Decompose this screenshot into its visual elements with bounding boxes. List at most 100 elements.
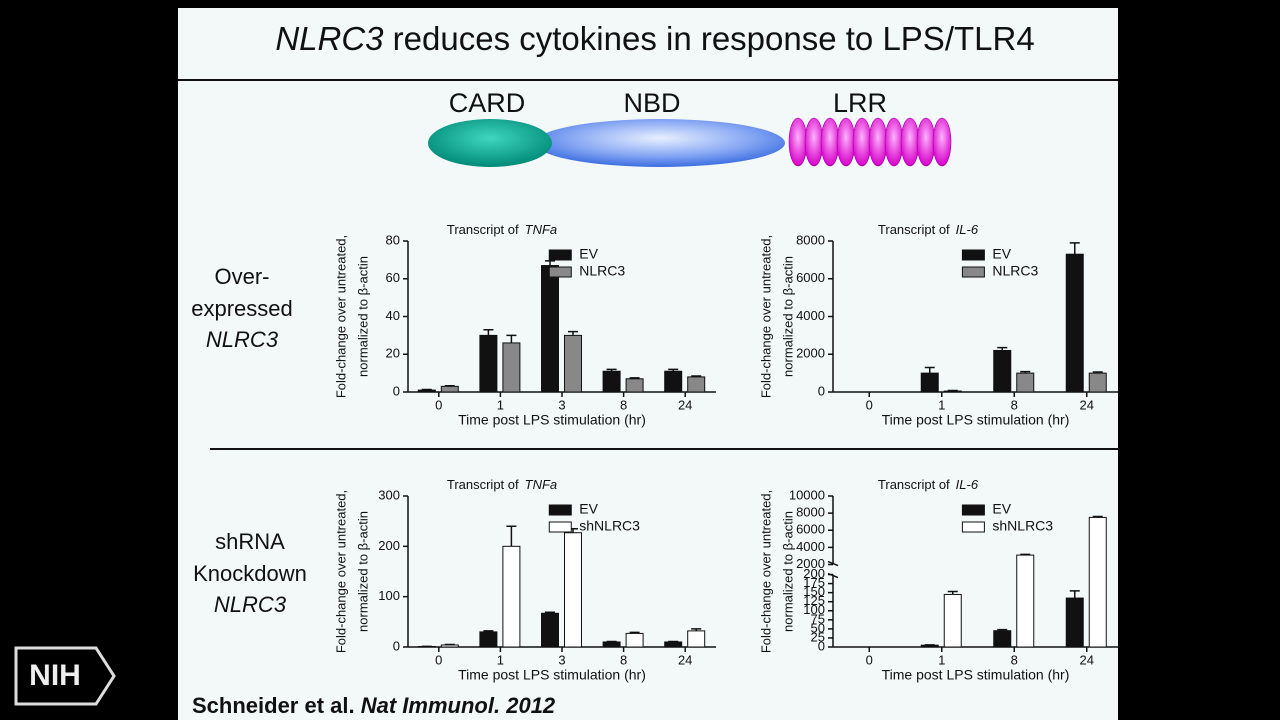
x-tick-label: 24	[678, 397, 692, 412]
chart-title-text: Transcript of	[878, 477, 950, 492]
bar	[687, 630, 706, 648]
bar	[687, 376, 706, 393]
nbd-shape	[535, 119, 785, 167]
legend-label: NLRC3	[992, 263, 1038, 279]
x-tick-label: 3	[558, 652, 565, 667]
logo-frame	[14, 646, 116, 706]
y-tick-label: 80	[386, 232, 400, 247]
chart-title-italic: TNFa	[525, 477, 558, 492]
y-tick-label: 4000	[796, 308, 825, 323]
chart-title-text: Transcript of	[447, 222, 519, 237]
bar	[664, 370, 683, 393]
x-axis-label: Time post LPS stimulation (hr)	[458, 667, 646, 683]
legend-label: EV	[579, 501, 598, 517]
bar	[502, 342, 521, 393]
bar	[479, 631, 498, 648]
y-tick-label: 2000	[796, 556, 825, 571]
legend-label: EV	[992, 246, 1011, 262]
chart-title-text: Transcript of	[447, 477, 519, 492]
row-label: Over-	[215, 264, 270, 289]
y-tick-label: 300	[378, 487, 400, 502]
y-tick-label: 75	[811, 611, 825, 626]
legend-swatch	[961, 266, 985, 278]
bar	[602, 641, 621, 648]
citation-authors: Schneider et al.	[192, 693, 355, 718]
error-bar	[568, 330, 578, 336]
axis-break	[827, 560, 839, 567]
legend-label: shNLRC3	[992, 518, 1053, 534]
card-shape	[428, 119, 552, 167]
title-rest: reduces cytokines in response to LPS/TLR…	[384, 20, 1035, 57]
bar	[993, 630, 1012, 648]
y-tick-label: 0	[818, 383, 825, 398]
x-tick-label: 1	[938, 397, 945, 412]
citation: Schneider et al. Nat Immunol. 2012	[192, 693, 556, 718]
bar	[625, 378, 644, 393]
y-tick-label: 20	[386, 346, 400, 361]
y-axis-label: normalized to β-actin	[355, 511, 370, 632]
chart-title-italic: TNFa	[525, 222, 558, 237]
citation-year: 2012	[505, 693, 556, 718]
bar	[440, 644, 459, 648]
chart-title-italic: IL-6	[956, 222, 979, 237]
x-tick-label: 8	[1011, 397, 1018, 412]
x-tick-label: 24	[678, 652, 692, 667]
error-bar	[1069, 590, 1080, 599]
bar	[1016, 372, 1035, 393]
y-tick-label: 6000	[796, 522, 825, 537]
x-tick-label: 24	[1080, 397, 1094, 412]
error-bar	[483, 328, 494, 336]
bar	[1088, 516, 1107, 648]
bar	[920, 372, 939, 393]
legend-swatch	[548, 521, 572, 533]
error-bar	[924, 366, 935, 374]
x-tick-label: 8	[1011, 652, 1018, 667]
legend-swatch	[548, 504, 572, 516]
y-axis-label: Fold-change over untreated,	[333, 235, 348, 398]
chart-title: Transcript of IL-6	[878, 477, 979, 492]
bar	[993, 349, 1012, 393]
y-tick-label: 6000	[796, 270, 825, 285]
x-axis-label: Time post LPS stimulation (hr)	[458, 412, 646, 428]
row-label: NLRC3	[214, 592, 287, 617]
bar	[541, 265, 559, 393]
y-tick-label: 0	[818, 638, 825, 653]
row-label: expressed	[191, 296, 293, 321]
slide-title: NLRC3 reduces cytokines in response to L…	[275, 20, 1034, 57]
error-bar	[1069, 242, 1080, 255]
bar	[440, 385, 459, 393]
legend-label: EV	[579, 246, 598, 262]
bar	[564, 532, 582, 648]
y-axis-label: Fold-change over untreated,	[758, 490, 773, 653]
y-axis-label: normalized to β-actin	[355, 256, 370, 377]
y-tick-label: 100	[378, 588, 400, 603]
citation-journal: Nat Immunol.	[361, 693, 500, 718]
bar	[541, 612, 559, 648]
bar	[417, 389, 436, 393]
x-tick-label: 8	[620, 652, 627, 667]
error-bar	[506, 334, 517, 343]
y-tick-label: 2000	[796, 346, 825, 361]
y-tick-label: 200	[803, 566, 825, 581]
bar	[943, 593, 962, 648]
bar	[625, 632, 644, 648]
x-tick-label: 8	[620, 397, 627, 412]
legend-label: EV	[992, 501, 1011, 517]
bar	[943, 390, 962, 393]
bar	[1065, 253, 1084, 393]
x-tick-label: 0	[435, 652, 442, 667]
legend-label: NLRC3	[579, 263, 625, 279]
y-tick-label: 10000	[789, 487, 825, 502]
y-tick-label: 25	[811, 629, 825, 644]
y-axis-label: normalized to β-actin	[780, 511, 795, 632]
chart-title-text: Transcript of	[878, 222, 950, 237]
y-tick-label: 60	[386, 270, 400, 285]
y-axis-label: Fold-change over untreated,	[758, 235, 773, 398]
legend-swatch	[961, 504, 985, 516]
y-tick-label: 8000	[796, 232, 825, 247]
bar	[920, 644, 939, 648]
x-tick-label: 0	[435, 397, 442, 412]
error-bar	[506, 525, 517, 547]
